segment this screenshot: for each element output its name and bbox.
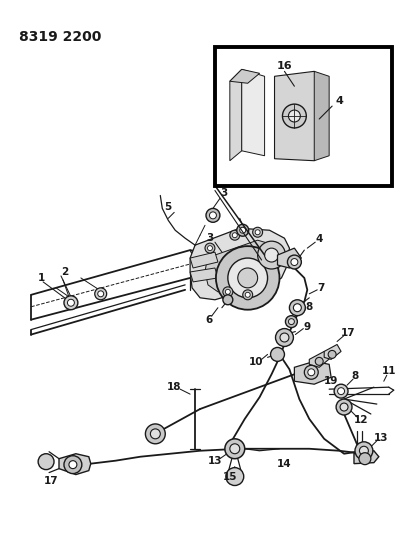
Circle shape <box>275 328 293 346</box>
Polygon shape <box>313 71 328 161</box>
Text: 2: 2 <box>61 267 68 277</box>
Text: 1: 1 <box>37 273 45 283</box>
Circle shape <box>282 104 306 128</box>
Circle shape <box>239 227 245 233</box>
Circle shape <box>315 358 322 365</box>
Text: 11: 11 <box>380 366 395 376</box>
Text: 6: 6 <box>205 314 212 325</box>
Text: 14: 14 <box>276 459 291 469</box>
Polygon shape <box>190 252 217 268</box>
Circle shape <box>67 299 74 306</box>
Polygon shape <box>274 71 319 161</box>
Text: 7: 7 <box>317 283 324 293</box>
Circle shape <box>64 456 82 474</box>
Circle shape <box>229 230 239 240</box>
Polygon shape <box>59 454 90 474</box>
Text: 10: 10 <box>248 357 262 367</box>
Polygon shape <box>353 451 378 464</box>
Text: 17: 17 <box>44 475 58 486</box>
Circle shape <box>229 444 239 454</box>
Polygon shape <box>229 69 241 161</box>
Circle shape <box>252 227 262 237</box>
Circle shape <box>264 248 278 262</box>
Circle shape <box>358 453 370 465</box>
Text: 17: 17 <box>340 328 355 337</box>
Circle shape <box>236 224 248 236</box>
Circle shape <box>216 246 279 310</box>
Circle shape <box>354 442 372 459</box>
Circle shape <box>288 110 300 122</box>
Circle shape <box>225 467 243 486</box>
Polygon shape <box>190 228 289 300</box>
Circle shape <box>288 319 294 325</box>
Circle shape <box>293 304 301 312</box>
Circle shape <box>289 300 305 316</box>
Text: 13: 13 <box>207 456 222 466</box>
Circle shape <box>242 290 252 300</box>
Text: 8: 8 <box>305 302 312 312</box>
Circle shape <box>225 289 230 294</box>
Circle shape <box>69 461 76 469</box>
Polygon shape <box>294 361 330 384</box>
Circle shape <box>227 258 267 298</box>
Text: 15: 15 <box>222 472 236 482</box>
Circle shape <box>94 288 106 300</box>
Circle shape <box>224 439 244 459</box>
Circle shape <box>335 399 351 415</box>
Circle shape <box>222 295 232 305</box>
Circle shape <box>359 446 368 455</box>
Text: 5: 5 <box>164 203 171 213</box>
Circle shape <box>339 403 347 411</box>
Text: 12: 12 <box>353 415 367 425</box>
Text: 3: 3 <box>220 189 227 198</box>
Text: 3: 3 <box>206 233 213 243</box>
Circle shape <box>337 387 344 394</box>
Polygon shape <box>241 69 264 156</box>
Circle shape <box>333 384 347 398</box>
Circle shape <box>270 348 284 361</box>
Text: 4: 4 <box>334 96 342 106</box>
Circle shape <box>245 292 249 297</box>
Circle shape <box>285 316 297 328</box>
Text: 8: 8 <box>351 372 358 381</box>
Circle shape <box>232 233 237 238</box>
Text: 19: 19 <box>323 376 337 386</box>
Circle shape <box>279 333 288 342</box>
Circle shape <box>290 259 297 265</box>
Circle shape <box>307 369 314 376</box>
Text: 16: 16 <box>276 61 292 71</box>
Polygon shape <box>277 248 301 268</box>
Circle shape <box>327 350 335 358</box>
Circle shape <box>38 454 54 470</box>
Circle shape <box>287 255 301 269</box>
Text: 4: 4 <box>315 234 322 244</box>
Polygon shape <box>204 240 281 292</box>
Text: 13: 13 <box>373 433 387 443</box>
Bar <box>214 46 391 185</box>
Circle shape <box>237 268 257 288</box>
Circle shape <box>204 243 214 253</box>
Circle shape <box>257 241 285 269</box>
Circle shape <box>97 291 103 297</box>
Circle shape <box>209 212 216 219</box>
Text: 18: 18 <box>166 382 181 392</box>
Circle shape <box>145 424 165 444</box>
Polygon shape <box>229 69 259 83</box>
Circle shape <box>254 230 259 235</box>
Circle shape <box>207 246 212 251</box>
Polygon shape <box>324 344 340 359</box>
Circle shape <box>205 208 219 222</box>
Circle shape <box>222 287 232 297</box>
Polygon shape <box>308 351 330 367</box>
Polygon shape <box>190 268 217 282</box>
Text: 9: 9 <box>303 321 310 332</box>
Circle shape <box>150 429 160 439</box>
Circle shape <box>64 296 78 310</box>
Text: 8319 2200: 8319 2200 <box>19 30 101 44</box>
Circle shape <box>303 365 317 379</box>
